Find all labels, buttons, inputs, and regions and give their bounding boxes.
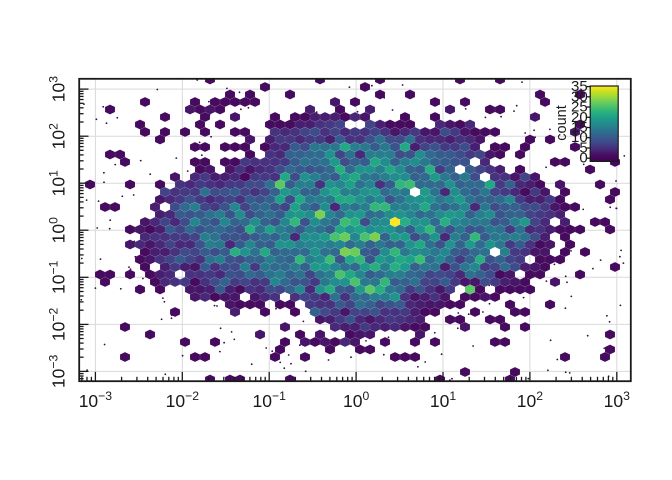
svg-text:20: 20 [571, 109, 588, 126]
svg-text:0: 0 [579, 150, 587, 167]
svg-text:35: 35 [571, 78, 588, 95]
svg-text:15: 15 [571, 119, 588, 136]
svg-text:10: 10 [571, 129, 588, 146]
svg-text:25: 25 [571, 99, 588, 116]
svg-text:5: 5 [579, 140, 587, 157]
svg-text:count: count [554, 105, 570, 140]
svg-text:30: 30 [571, 88, 588, 105]
